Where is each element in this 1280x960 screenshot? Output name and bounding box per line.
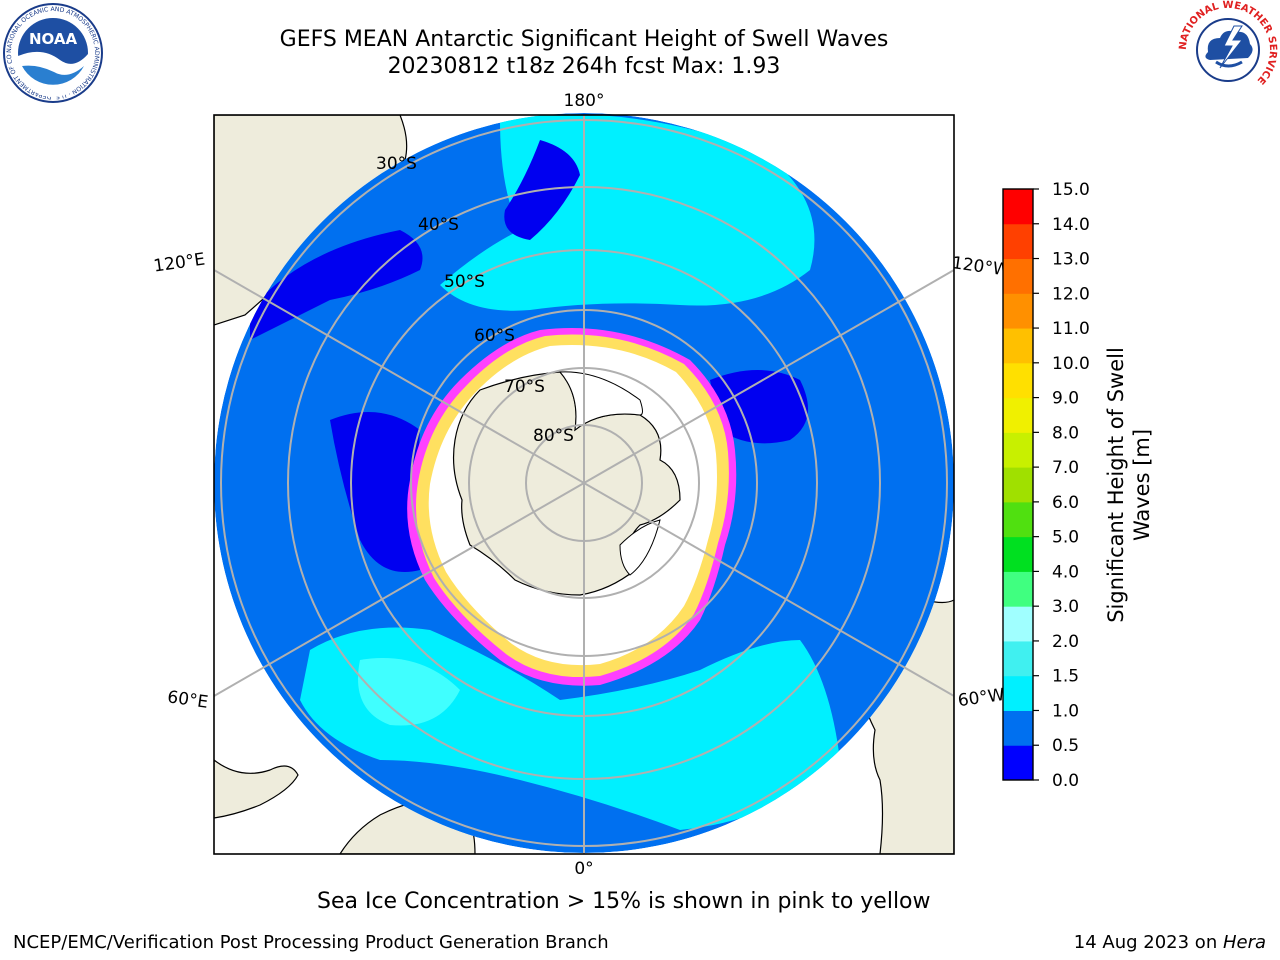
footer-branch: NCEP/EMC/Verification Post Processing Pr… <box>13 932 609 953</box>
ice-shelf-ross <box>558 371 643 432</box>
meridian-60e-120w <box>214 269 954 697</box>
sea-ice-caption: Sea Ice Concentration > 15% is shown in … <box>317 889 931 914</box>
ice-shelf-weddell <box>619 519 661 576</box>
swell-region-light-cyan <box>358 658 460 726</box>
map-frame <box>213 114 955 855</box>
footer-machine: Hera <box>1222 932 1266 953</box>
lat-label-80s: 80°S <box>533 426 574 446</box>
lat-label-50s: 50°S <box>444 272 485 292</box>
chart-subtitle: 20230812 t18z 264h fcst Max: 1.93 <box>387 54 781 79</box>
lon-label-180: 180° <box>564 91 605 111</box>
swell-region-dark-blue-australia <box>250 230 423 340</box>
lat-label-40s: 40°S <box>418 215 459 235</box>
footer-date: 14 Aug 2023 on Hera <box>1074 932 1266 953</box>
lon-label-120e: 120°E <box>152 250 206 277</box>
lat-label-60s: 60°S <box>474 326 515 346</box>
noaa-logo: NATIONAL OCEANIC AND ATMOSPHERIC ADMINIS… <box>2 2 103 103</box>
lat-label-30s: 30°S <box>376 154 417 174</box>
lon-label-120w: 120°W <box>951 253 1011 281</box>
land-africa <box>214 759 299 819</box>
footer-date-text: 14 Aug 2023 on <box>1073 932 1223 953</box>
swell-region-dark-blue-east <box>710 370 808 444</box>
lon-label-0: 0° <box>574 859 593 879</box>
nws-logo: NATIONAL WEATHER SERVICE <box>1178 0 1278 97</box>
noaa-logo-text: NOAA <box>29 30 78 48</box>
chart-title: GEFS MEAN Antarctic Significant Height o… <box>279 27 889 52</box>
lon-label-60w: 60°W <box>957 685 1006 711</box>
graticule <box>214 115 954 854</box>
lat-label-70s: 70°S <box>504 377 545 397</box>
lon-label-60e: 60°E <box>166 687 209 712</box>
